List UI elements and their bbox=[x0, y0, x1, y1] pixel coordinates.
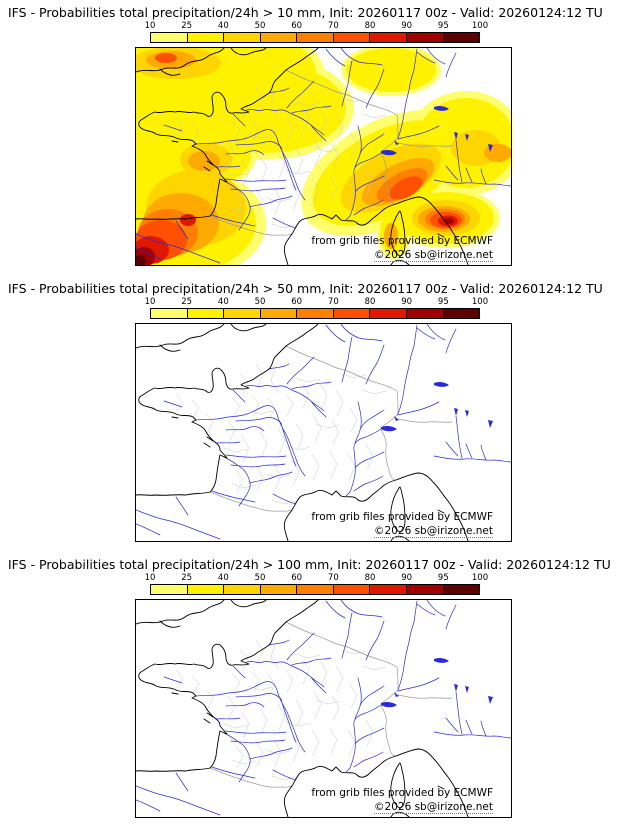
colorbar-ticks: 10 25 40 50 60 70 80 90 95 100 bbox=[145, 297, 489, 307]
colorbar-segment bbox=[296, 309, 333, 318]
forecast-panel: IFS - Probabilities total precipitation/… bbox=[0, 0, 630, 276]
colorbar-tick-label: 100 bbox=[471, 573, 489, 583]
colorbar-segments bbox=[150, 308, 480, 319]
colorbar-segment bbox=[186, 585, 224, 594]
france-map bbox=[136, 600, 511, 817]
colorbar-tick-label: 80 bbox=[364, 21, 376, 31]
colorbar-tick-label: 60 bbox=[291, 297, 303, 307]
basemap bbox=[136, 324, 511, 541]
colorbar-segment bbox=[151, 585, 187, 594]
colorbar-tick-label: 100 bbox=[471, 297, 489, 307]
colorbar-segments bbox=[150, 584, 480, 595]
colorbar-ticks: 10 25 40 50 60 70 80 90 95 100 bbox=[145, 21, 489, 31]
colorbar-tick-label: 25 bbox=[181, 297, 193, 307]
colorbar-tick-label: 90 bbox=[401, 21, 413, 31]
colorbar-tick-label: 40 bbox=[217, 573, 229, 583]
ecmwf-credit: from grib files provided by ECMWF bbox=[311, 235, 493, 247]
colorbar-tick-label: 40 bbox=[217, 21, 229, 31]
forecast-panel: IFS - Probabilities total precipitation/… bbox=[0, 276, 630, 552]
colorbar-segment bbox=[259, 585, 297, 594]
panel-title: IFS - Probabilities total precipitation/… bbox=[8, 281, 603, 296]
colorbar-tick-label: 95 bbox=[437, 573, 449, 583]
colorbar-tick-label: 80 bbox=[364, 573, 376, 583]
colorbar-segment bbox=[442, 33, 480, 42]
colorbar-tick-label: 60 bbox=[291, 573, 303, 583]
map-container: from grib files provided by ECMWF ©2026 … bbox=[135, 47, 512, 266]
colorbar-segment bbox=[369, 33, 406, 42]
colorbar-tick-label: 25 bbox=[181, 573, 193, 583]
colorbar-segment bbox=[332, 585, 370, 594]
colorbar-segment bbox=[442, 585, 480, 594]
probability-overlay bbox=[136, 48, 511, 265]
colorbar-tick-label: 100 bbox=[471, 21, 489, 31]
colorbar-tick-label: 60 bbox=[291, 21, 303, 31]
colorbar-tick-label: 10 bbox=[144, 573, 156, 583]
copyright-text: ©2026 sb@irizone.net bbox=[374, 249, 493, 262]
colorbar-tick-label: 40 bbox=[217, 297, 229, 307]
colorbar-segment bbox=[223, 33, 260, 42]
probability-colorbar: 10 25 40 50 60 70 80 90 95 100 bbox=[145, 21, 489, 43]
colorbar-tick-label: 25 bbox=[181, 21, 193, 31]
colorbar-tick-label: 10 bbox=[144, 21, 156, 31]
ecmwf-credit: from grib files provided by ECMWF bbox=[311, 511, 493, 523]
colorbar-tick-label: 70 bbox=[327, 573, 339, 583]
colorbar-tick-label: 70 bbox=[327, 21, 339, 31]
colorbar-segment bbox=[332, 33, 370, 42]
panel-title: IFS - Probabilities total precipitation/… bbox=[8, 557, 611, 572]
colorbar-segment bbox=[296, 33, 333, 42]
colorbar-segment bbox=[259, 33, 297, 42]
france-map bbox=[136, 48, 511, 265]
colorbar-segment bbox=[332, 309, 370, 318]
map-container: from grib files provided by ECMWF ©2026 … bbox=[135, 323, 512, 542]
forecast-panel: IFS - Probabilities total precipitation/… bbox=[0, 552, 630, 828]
colorbar-tick-label: 50 bbox=[254, 573, 266, 583]
colorbar-segment bbox=[369, 309, 406, 318]
colorbar-segment bbox=[186, 309, 224, 318]
copyright-text: ©2026 sb@irizone.net bbox=[374, 801, 493, 814]
colorbar-tick-label: 95 bbox=[437, 21, 449, 31]
copyright-text: ©2026 sb@irizone.net bbox=[374, 525, 493, 538]
colorbar-tick-label: 50 bbox=[254, 21, 266, 31]
colorbar-segments bbox=[150, 32, 480, 43]
colorbar-tick-label: 95 bbox=[437, 297, 449, 307]
colorbar-segment bbox=[151, 33, 187, 42]
colorbar-segment bbox=[223, 309, 260, 318]
colorbar-tick-label: 10 bbox=[144, 297, 156, 307]
ecmwf-credit: from grib files provided by ECMWF bbox=[311, 787, 493, 799]
colorbar-segment bbox=[405, 33, 443, 42]
colorbar-ticks: 10 25 40 50 60 70 80 90 95 100 bbox=[145, 573, 489, 583]
france-map bbox=[136, 324, 511, 541]
colorbar-tick-label: 90 bbox=[401, 297, 413, 307]
colorbar-segment bbox=[369, 585, 406, 594]
probability-colorbar: 10 25 40 50 60 70 80 90 95 100 bbox=[145, 573, 489, 595]
map-container: from grib files provided by ECMWF ©2026 … bbox=[135, 599, 512, 818]
colorbar-segment bbox=[405, 585, 443, 594]
colorbar-tick-label: 70 bbox=[327, 297, 339, 307]
colorbar-tick-label: 90 bbox=[401, 573, 413, 583]
colorbar-segment bbox=[223, 585, 260, 594]
colorbar-segment bbox=[296, 585, 333, 594]
probability-colorbar: 10 25 40 50 60 70 80 90 95 100 bbox=[145, 297, 489, 319]
basemap bbox=[136, 600, 511, 817]
colorbar-segment bbox=[186, 33, 224, 42]
colorbar-segment bbox=[405, 309, 443, 318]
colorbar-segment bbox=[442, 309, 480, 318]
colorbar-segment bbox=[151, 309, 187, 318]
colorbar-tick-label: 50 bbox=[254, 297, 266, 307]
colorbar-tick-label: 80 bbox=[364, 297, 376, 307]
panel-title: IFS - Probabilities total precipitation/… bbox=[8, 5, 603, 20]
colorbar-segment bbox=[259, 309, 297, 318]
